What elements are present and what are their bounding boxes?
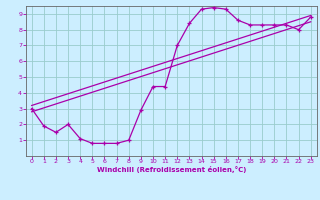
X-axis label: Windchill (Refroidissement éolien,°C): Windchill (Refroidissement éolien,°C) [97, 166, 246, 173]
